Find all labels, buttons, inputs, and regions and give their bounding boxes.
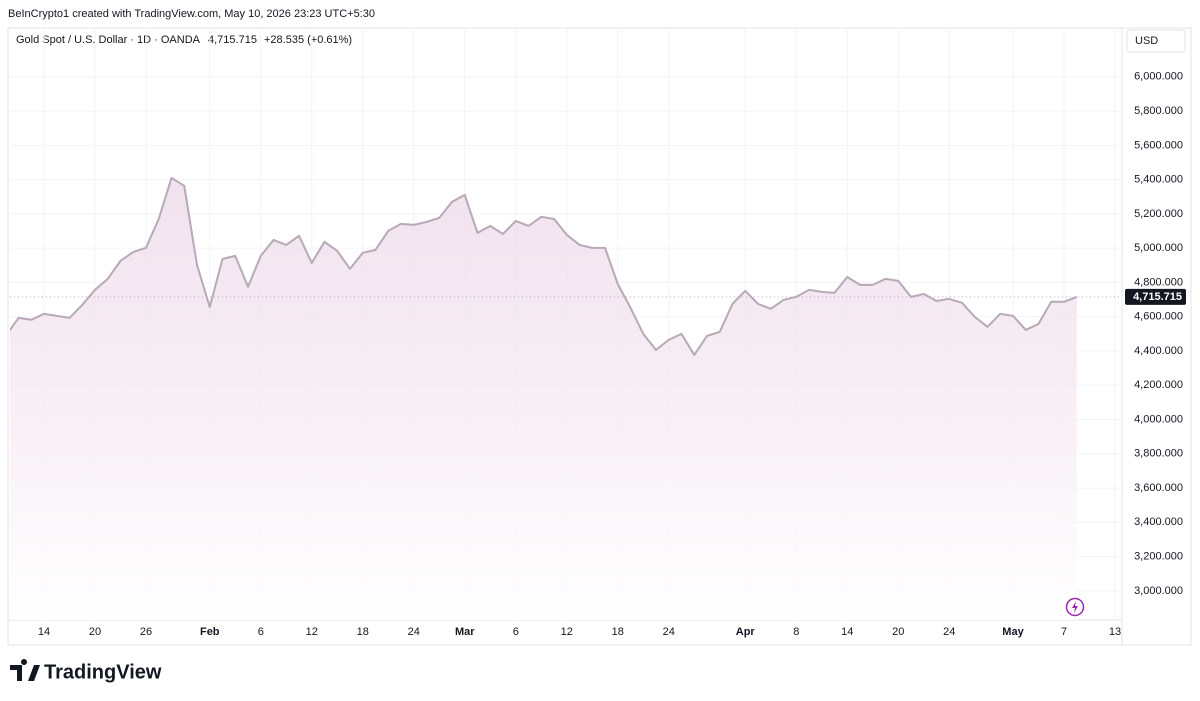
brand-logo	[10, 658, 40, 681]
y-tick-label: 3,800.000	[1134, 448, 1183, 460]
x-tick-label: 24	[943, 626, 955, 638]
alert-icon[interactable]	[1065, 597, 1085, 617]
x-tick-label: 24	[408, 626, 420, 638]
y-tick-label: 3,200.000	[1134, 551, 1183, 563]
alert-bolt[interactable]	[1072, 601, 1078, 613]
x-tick-label: 26	[140, 626, 152, 638]
x-tick-label: 14	[38, 626, 50, 638]
x-tick-label: May	[1002, 626, 1024, 638]
price-text: 4,715.715	[208, 34, 257, 46]
x-tick-label: 6	[513, 626, 519, 638]
x-tick-label: 7	[1061, 626, 1067, 638]
brand-name: TradingView	[44, 661, 162, 683]
y-tick-label: 4,400.000	[1134, 345, 1183, 357]
area-fill	[10, 177, 1077, 620]
x-tick-label: 14	[841, 626, 853, 638]
x-tick-label: Mar	[455, 626, 475, 638]
x-tick-label: 20	[892, 626, 904, 638]
y-tick-label: 5,200.000	[1134, 208, 1183, 220]
y-tick-label: 4,800.000	[1134, 276, 1183, 288]
y-tick-label: 4,200.000	[1134, 379, 1183, 391]
x-tick-label: 20	[89, 626, 101, 638]
currency-label[interactable]: USD	[1135, 35, 1158, 47]
y-tick-label: 4,000.000	[1134, 413, 1183, 425]
y-tick-label: 3,400.000	[1134, 516, 1183, 528]
x-tick-label: Apr	[736, 626, 756, 638]
y-tick-label: 5,400.000	[1134, 174, 1183, 186]
caption: BeInCrypto1 created with TradingView.com…	[8, 8, 375, 20]
chart-frame	[7, 27, 1192, 646]
y-tick-label: 6,000.000	[1134, 71, 1183, 83]
x-tick-label: 18	[612, 626, 624, 638]
last-price-label: 4,715.715	[1133, 291, 1182, 303]
x-tick-label: 12	[306, 626, 318, 638]
y-tick-label: 5,000.000	[1134, 242, 1183, 254]
x-tick-label: 8	[793, 626, 799, 638]
x-tick-label: 6	[258, 626, 264, 638]
x-tick-label: 18	[357, 626, 369, 638]
price-line	[10, 176, 1078, 356]
y-tick-label: 5,800.000	[1134, 105, 1183, 117]
y-tick-label: 4,600.000	[1134, 311, 1183, 323]
chart-title: Gold Spot / U.S. Dollar · 1D · OANDA	[16, 34, 201, 46]
x-tick-label: 12	[561, 626, 573, 638]
y-tick-label: 3,600.000	[1134, 482, 1183, 494]
x-tick-label: 24	[663, 626, 675, 638]
currency-box[interactable]	[1126, 29, 1186, 53]
x-tick-label: Feb	[200, 626, 220, 638]
y-tick-label: 3,000.000	[1134, 585, 1183, 597]
plot	[10, 28, 1122, 620]
y-tick-label: 5,600.000	[1134, 139, 1183, 151]
last-price-badge	[1125, 288, 1186, 305]
x-tick-label: 13	[1109, 626, 1121, 638]
change-text: +28.535 (+0.61%)	[264, 34, 352, 46]
